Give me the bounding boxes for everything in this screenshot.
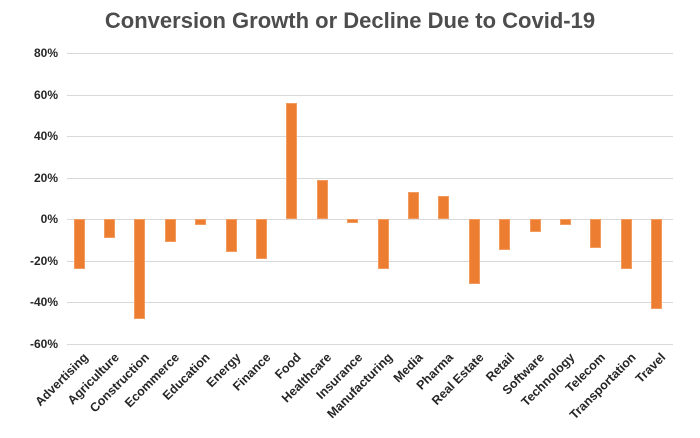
bar-pharma [438, 196, 450, 220]
y-axis-tick-label: 40% [33, 129, 58, 144]
gridline-80 [67, 53, 673, 54]
bar-technology [559, 219, 571, 226]
gridline-60 [67, 94, 673, 96]
y-axis-tick-label: 20% [33, 170, 58, 185]
gridline-0 [67, 219, 673, 221]
y-axis-tick-label: -40% [29, 295, 58, 310]
y-axis-tick-label: -20% [29, 253, 58, 268]
chart-title: Conversion Growth or Decline Due to Covi… [104, 8, 596, 33]
bar-healthcare [316, 179, 328, 220]
bar-finance [255, 219, 267, 259]
bar-real-estate [468, 219, 480, 284]
bar-transportation [620, 219, 632, 270]
bar-software [529, 219, 541, 232]
bar-education [195, 219, 207, 226]
bar-construction [134, 219, 146, 319]
bar-agriculture [103, 219, 115, 238]
y-axis-tick-label: 60% [33, 87, 58, 102]
y-axis-tick-label: -60% [29, 336, 58, 351]
gridline--40 [67, 302, 673, 304]
bar-ecommerce [164, 219, 176, 243]
x-axis-label-travel: Travel [633, 350, 669, 386]
bar-travel [651, 219, 663, 309]
bar-retail [499, 219, 511, 251]
bar-insurance [347, 219, 359, 224]
bar-manufacturing [377, 219, 389, 270]
gridline--60 [67, 343, 673, 345]
gridline-20 [67, 177, 673, 179]
bar-food [286, 102, 298, 220]
gridline--20 [67, 260, 673, 262]
y-axis-tick-label: 0% [40, 212, 58, 227]
bar-energy [225, 219, 237, 253]
y-axis-tick-label: 80% [33, 46, 58, 60]
gridline-40 [67, 136, 673, 138]
bar-media [407, 192, 419, 220]
bar-advertising [73, 219, 85, 270]
bar-telecom [590, 219, 602, 249]
